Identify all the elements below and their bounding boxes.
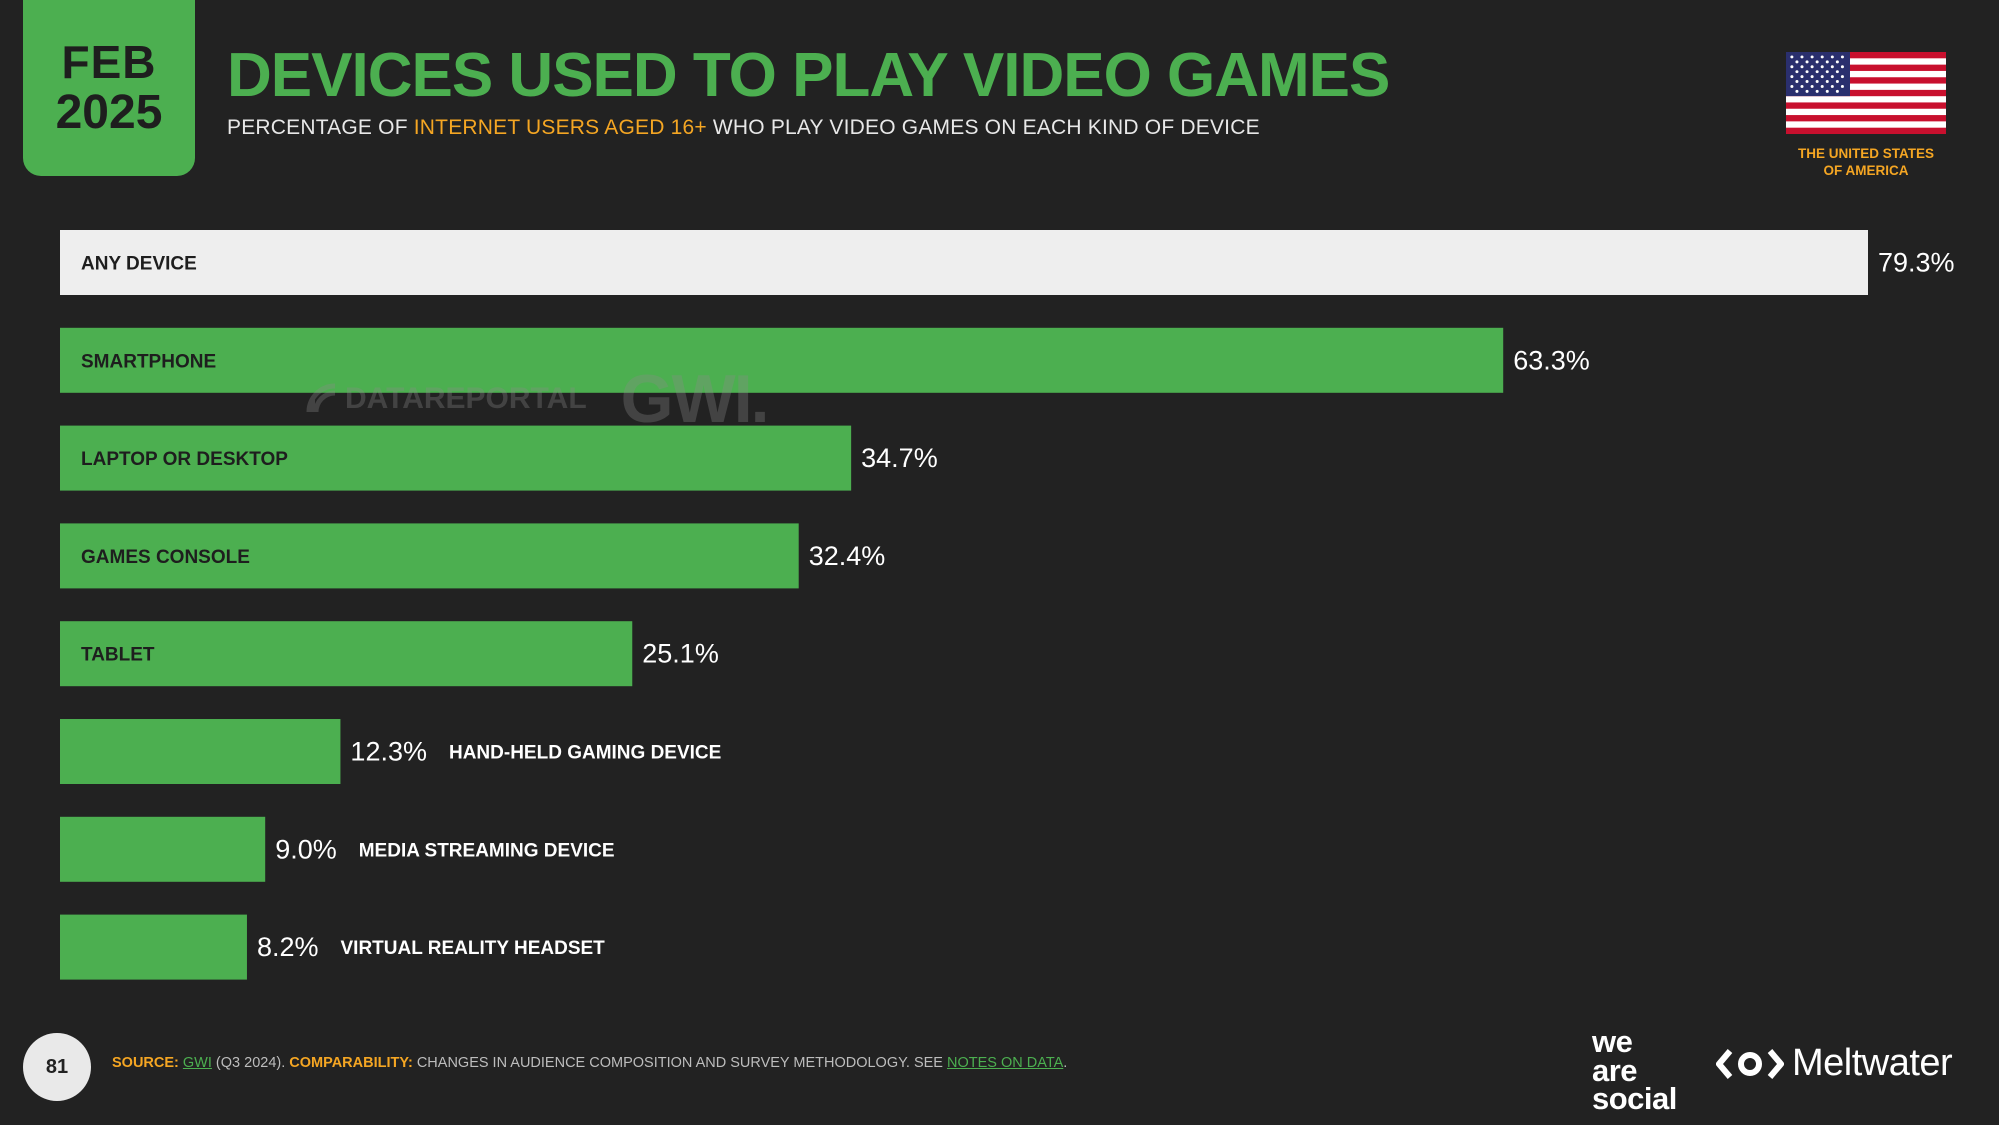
bar-hand-held-gaming-device [60,719,341,784]
meltwater-logo-icon [1716,1048,1784,1079]
bar-chart: 79.3% ANY DEVICE 63.3% SMARTPHONE 34.7% LAPTO… [60,230,1955,980]
value-label: 79.3% [1878,248,1955,278]
page-number: 81 [23,1033,91,1101]
we-are-social-logo: we are social [1592,1024,1677,1117]
value-label: 25.1% [642,639,719,669]
bar-games-console [60,523,799,589]
source-label: SOURCE: [112,1055,179,1071]
source-detail: (Q3 2024). [211,1055,290,1071]
source-note: SOURCE: GWI (Q3 2024). COMPARABILITY: CH… [112,1055,1067,1071]
value-label: 9.0% [275,834,337,864]
datareportal-text: DATAREPORTAL [345,382,587,415]
category-label: ANY DEVICE [81,254,197,275]
meltwater-logo: Meltwater [1716,1042,1953,1085]
subtitle-highlight: INTERNET USERS AGED 16+ [413,116,707,139]
date-month: FEB [61,36,157,88]
watermark: DATAREPORTAL GWI. [305,360,770,438]
category-label: MEDIA STREAMING DEVICE [359,840,615,861]
datareportal-logo-icon [306,383,336,413]
category-label: SMARTPHONE [81,351,216,372]
source-link[interactable]: GWI [182,1055,212,1071]
page-title: DEVICES USED TO PLAY VIDEO GAMES [227,41,1390,110]
category-label: HAND-HELD GAMING DEVICE [449,743,721,764]
date-badge: FEB 2025 [23,0,195,176]
bar-laptop-or-desktop [60,425,852,491]
bar-smartphone [60,327,1504,393]
country-label: THE UNITED STATES OF AMERICA [1766,146,1966,180]
value-label: 63.3% [1513,345,1590,375]
value-label: 34.7% [861,443,938,473]
category-label: VIRTUAL REALITY HEADSET [341,938,606,959]
meltwater-text: Meltwater [1792,1042,1953,1084]
was-we: we [1592,1024,1633,1059]
notes-end: . [1063,1055,1068,1071]
usa-flag-icon [1786,52,1946,134]
subtitle-prefix: PERCENTAGE OF [227,116,414,139]
value-label: 8.2% [257,932,319,962]
subtitle-suffix: WHO PLAY VIDEO GAMES ON EACH KIND OF DEV… [706,116,1260,139]
datareportal-watermark: DATAREPORTAL [305,382,587,416]
value-label: 32.4% [809,541,886,571]
was-are: are [1592,1052,1638,1088]
was-social: social [1592,1081,1677,1117]
page-subtitle: PERCENTAGE OF INTERNET USERS AGED 16+ WH… [227,116,1260,140]
bar-any-device [60,230,1868,295]
bar-tablet [60,621,633,687]
notes-on-data-link[interactable]: NOTES ON DATA [947,1055,1064,1071]
category-label: TABLET [81,645,155,666]
country-line-1: THE UNITED STATES [1797,146,1934,161]
date-year: 2025 [55,86,163,139]
country-line-2: OF AMERICA [1823,162,1909,178]
value-label: 12.3% [350,737,427,767]
bar-virtual-reality-headset [60,914,247,980]
comparability-label: COMPARABILITY: [289,1055,413,1071]
comparability-text: CHANGES IN AUDIENCE COMPOSITION AND SURV… [412,1055,947,1071]
category-label: GAMES CONSOLE [81,547,250,568]
bar-media-streaming-device [60,816,266,882]
gwi-watermark: GWI. [620,361,770,437]
category-label: LAPTOP OR DESKTOP [81,449,288,470]
